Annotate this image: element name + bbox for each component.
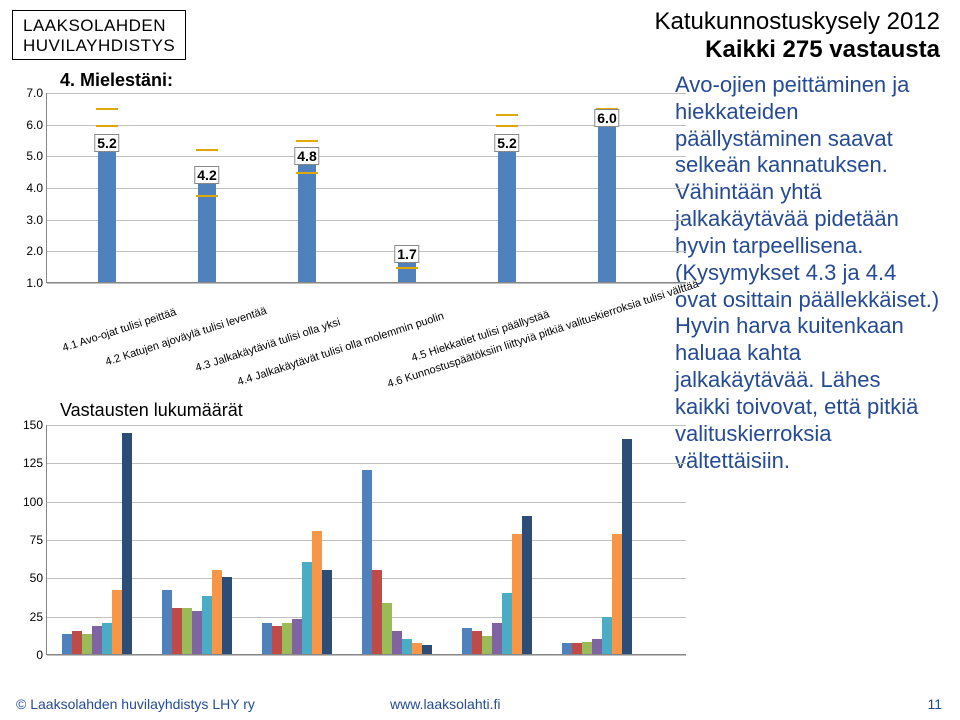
y-tick-label: 7.0 — [17, 86, 43, 100]
chart-counts: Vastausten lukumäärät 0 25 50 75 100 125 150 — [12, 400, 667, 690]
bar — [212, 570, 222, 654]
bar — [222, 577, 232, 654]
bar — [172, 608, 182, 654]
chart1-plot: 1.02.03.04.05.06.07.05.24.24.81.75.26.0 — [46, 93, 686, 283]
y-tick-label: 125 — [17, 456, 43, 470]
y-tick-label: 25 — [17, 610, 43, 624]
y-tick-label: 150 — [17, 418, 43, 432]
bar — [512, 534, 522, 654]
chart1-xlabels: 4.1 Avo-ojat tulisi peittää4.2 Katujen a… — [46, 285, 686, 385]
logo-line2: HUVILAYHDISTYS — [23, 36, 175, 56]
bar — [272, 626, 282, 654]
gridline — [47, 425, 686, 426]
whisker — [498, 114, 516, 127]
y-tick-label: 5.0 — [17, 149, 43, 163]
bar — [202, 596, 212, 654]
bar — [592, 639, 602, 654]
bar — [362, 470, 372, 654]
bar — [422, 645, 432, 654]
gridline — [47, 220, 686, 221]
bar — [182, 608, 192, 654]
bar — [192, 611, 202, 654]
bar — [372, 570, 382, 654]
bar — [462, 628, 472, 654]
bar — [522, 516, 532, 654]
bar — [102, 623, 112, 654]
bar-value-label: 5.2 — [94, 134, 119, 152]
y-tick-label: 1.0 — [17, 276, 43, 290]
bar — [392, 631, 402, 654]
bar-value-label: 1.7 — [394, 245, 419, 263]
bar-value-label: 4.2 — [194, 166, 219, 184]
bar — [322, 570, 332, 654]
bar — [292, 619, 302, 654]
bar — [598, 124, 616, 282]
chart-means: 4. Mielestäni: 1.0 2.0 3.0 4.0 5.0 6.0 7.0 5.2 4… — [12, 70, 667, 390]
page-header: Katukunnostuskysely 2012 Kaikki 275 vast… — [600, 8, 940, 64]
bar — [302, 562, 312, 654]
y-tick-label: 50 — [17, 571, 43, 585]
footer-pagenum: 11 — [927, 696, 942, 712]
bar — [162, 590, 172, 654]
gridline — [47, 655, 686, 656]
body-paragraph: Avo-ojien peittäminen ja hiekkateiden pä… — [675, 72, 940, 474]
bar — [62, 634, 72, 654]
bar — [92, 626, 102, 654]
bar-value-label: 6.0 — [594, 109, 619, 127]
bar-value-label: 4.8 — [294, 147, 319, 165]
y-tick-label: 3.0 — [17, 213, 43, 227]
bar — [112, 590, 122, 654]
y-tick-label: 4.0 — [17, 181, 43, 195]
bar — [482, 636, 492, 654]
bar — [622, 439, 632, 654]
header-line1: Katukunnostuskysely 2012 — [600, 8, 940, 36]
chart2-title: Vastausten lukumäärät — [60, 400, 667, 421]
chart1-title: 4. Mielestäni: — [60, 70, 667, 91]
org-logo: LAAKSOLAHDEN HUVILAYHDISTYS — [12, 10, 186, 60]
gridline — [47, 156, 686, 157]
y-tick-label: 100 — [17, 495, 43, 509]
logo-line1: LAAKSOLAHDEN — [23, 16, 175, 36]
y-tick-label: 6.0 — [17, 118, 43, 132]
gridline — [47, 251, 686, 252]
y-tick-label: 0 — [17, 648, 43, 662]
bar — [562, 643, 572, 654]
footer-url: www.laaksolahti.fi — [390, 696, 501, 712]
bar — [472, 631, 482, 654]
bar — [72, 631, 82, 654]
bar — [98, 149, 116, 282]
gridline — [47, 125, 686, 126]
gridline — [47, 188, 686, 189]
x-tick-label: 4.6 Kunnostuspäätöksiin liittyviä pitkiä… — [386, 278, 700, 390]
bar — [498, 149, 516, 282]
y-tick-label: 2.0 — [17, 244, 43, 258]
bar — [612, 534, 622, 654]
bar — [262, 623, 272, 654]
bar-value-label: 5.2 — [494, 134, 519, 152]
bar — [312, 531, 322, 654]
bar — [492, 623, 502, 654]
gridline — [47, 463, 686, 464]
bar — [282, 623, 292, 654]
bar — [582, 642, 592, 654]
bar — [572, 643, 582, 654]
footer-copyright: © Laaksolahden huvilayhdistys LHY ry — [16, 696, 255, 712]
bar — [122, 433, 132, 654]
whisker — [98, 108, 116, 127]
chart2-plot: 0255075100125150 — [46, 425, 686, 655]
bar — [402, 639, 412, 654]
y-tick-label: 75 — [17, 533, 43, 547]
header-line2: Kaikki 275 vastausta — [600, 36, 940, 64]
gridline — [47, 93, 686, 94]
bar — [502, 593, 512, 654]
bar — [82, 634, 92, 654]
gridline — [47, 283, 686, 284]
bar — [412, 643, 422, 654]
bar — [298, 162, 316, 282]
bar — [382, 603, 392, 654]
bar — [602, 617, 612, 654]
